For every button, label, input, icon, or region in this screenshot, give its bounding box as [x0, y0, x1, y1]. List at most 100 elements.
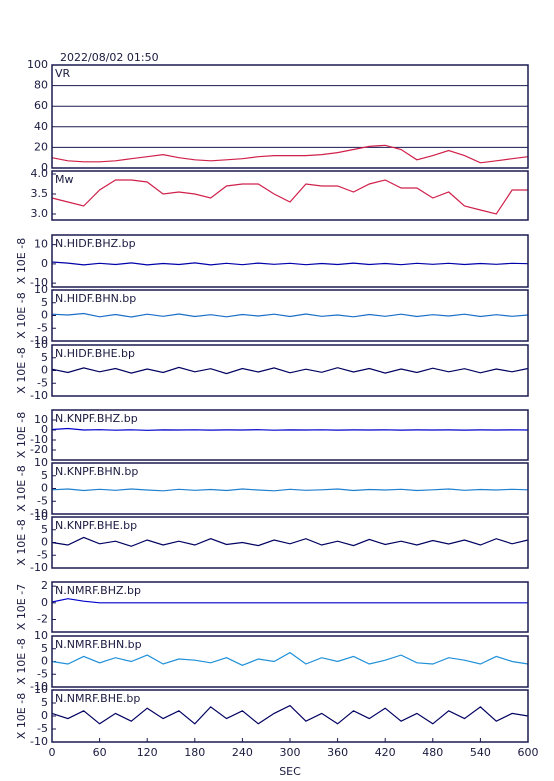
series-line — [51, 704, 529, 725]
y-tick-label: -10 — [30, 561, 48, 574]
panel-frame — [51, 635, 529, 688]
panel-frame — [51, 344, 529, 397]
panel-label: N.KNPF.BHN.bp — [55, 465, 138, 478]
y-tick-label: 3.5 — [31, 187, 49, 200]
panel-label: N.HIDF.BHZ.bp — [55, 237, 136, 250]
y-tick-label: 5 — [41, 296, 48, 309]
y-tick-label: -5 — [37, 321, 48, 334]
y-tick-label: 10 — [34, 283, 48, 296]
series-line — [51, 598, 528, 604]
series-line — [51, 366, 529, 375]
y-tick-label: 0 — [41, 423, 48, 436]
y-tick-label: 0 — [41, 161, 48, 174]
x-tick-label: 0 — [49, 746, 56, 759]
panel-frame — [51, 581, 529, 633]
y-tick-label: -5 — [37, 548, 48, 561]
y-tick-label: -10 — [30, 680, 48, 693]
y-tick-label: -10 — [30, 334, 48, 347]
y-tick-label: 3.0 — [31, 207, 49, 220]
y-axis-label: X 10E -8 — [15, 638, 28, 684]
y-tick-label: 10 — [34, 683, 48, 696]
y-tick-label: 40 — [34, 120, 48, 133]
panel-frame — [51, 462, 529, 515]
panel-frame — [51, 170, 529, 221]
y-tick-label: -10 — [30, 276, 48, 289]
x-tick-label: 420 — [375, 746, 396, 759]
panel-label: Mw — [55, 173, 74, 186]
y-tick-label: -10 — [30, 735, 48, 748]
series-line — [51, 536, 529, 547]
panel-frame — [51, 64, 529, 169]
y-tick-label: 10 — [34, 238, 48, 251]
y-axis-label: X 10E -8 — [15, 347, 28, 393]
y-tick-label: 20 — [34, 140, 48, 153]
y-tick-label: 0 — [41, 655, 48, 668]
y-tick-label: 10 — [34, 456, 48, 469]
y-tick-label: 5 — [41, 351, 48, 364]
y-tick-label: 0 — [41, 709, 48, 722]
y-tick-label: -2 — [37, 613, 48, 626]
y-tick-label: 10 — [34, 510, 48, 523]
y-tick-label: 0 — [41, 536, 48, 549]
y-axis-label: X 10E -8 — [15, 292, 28, 338]
panel-label: N.KNPF.BHE.bp — [55, 519, 137, 532]
y-tick-label: 0 — [41, 596, 48, 609]
panel-label: N.NMRF.BHE.bp — [55, 692, 140, 705]
x-tick-label: 480 — [422, 746, 443, 759]
y-tick-label: 60 — [34, 99, 48, 112]
y-tick-label: -10 — [30, 507, 48, 520]
y-tick-label: 2 — [41, 579, 48, 592]
y-tick-label: 0 — [41, 309, 48, 322]
y-axis-label: X 10E -8 — [15, 519, 28, 565]
y-tick-label: -10 — [30, 433, 48, 446]
y-tick-label: -5 — [37, 667, 48, 680]
y-tick-label: 5 — [41, 523, 48, 536]
y-tick-label: 100 — [27, 58, 48, 71]
x-tick-label: 360 — [327, 746, 348, 759]
y-tick-label: 0 — [41, 364, 48, 377]
panel-frame — [51, 289, 529, 342]
panel-frame — [51, 234, 529, 288]
panel-label: N.KNPF.BHZ.bp — [55, 412, 138, 425]
series-line — [51, 651, 529, 666]
y-tick-label: 0 — [41, 482, 48, 495]
y-tick-label: -5 — [37, 494, 48, 507]
x-tick-label: 120 — [137, 746, 158, 759]
y-tick-label: -5 — [37, 376, 48, 389]
y-tick-label: -5 — [37, 722, 48, 735]
series-line — [51, 312, 529, 318]
panel-frame — [51, 409, 529, 461]
panel-label: N.HIDF.BHN.bp — [55, 292, 136, 305]
y-tick-label: 5 — [41, 469, 48, 482]
series-line — [51, 179, 528, 215]
x-axis-label: SEC — [279, 765, 301, 778]
y-tick-label: -20 — [30, 443, 48, 456]
x-tick-label: 180 — [184, 746, 205, 759]
y-tick-label: -10 — [30, 389, 48, 402]
series-line — [51, 427, 529, 431]
panel-label: N.HIDF.BHE.bp — [55, 347, 135, 360]
y-tick-label: 10 — [34, 413, 48, 426]
y-axis-label: X 10E -8 — [15, 238, 28, 284]
panel-label: N.NMRF.BHN.bp — [55, 638, 142, 651]
series-line — [51, 488, 529, 492]
panel-frame — [51, 516, 529, 569]
y-tick-label: 0 — [41, 257, 48, 270]
y-axis-label: X 10E -8 — [15, 693, 28, 739]
y-tick-label: 10 — [34, 629, 48, 642]
x-tick-label: 540 — [470, 746, 491, 759]
y-tick-label: 5 — [41, 642, 48, 655]
y-axis-label: X 10E -8 — [15, 412, 28, 458]
panel-label: N.NMRF.BHZ.bp — [55, 584, 141, 597]
x-tick-label: 600 — [518, 746, 539, 759]
series-line — [51, 144, 529, 164]
series-line — [51, 261, 529, 266]
y-axis-label: X 10E -8 — [15, 465, 28, 511]
y-axis-label: X 10E -7 — [15, 584, 28, 630]
y-tick-label: 10 — [34, 338, 48, 351]
panel-label: VR — [55, 67, 71, 80]
chart-title: 2022/08/02 01:50 — [60, 51, 159, 64]
y-tick-label: 80 — [34, 79, 48, 92]
